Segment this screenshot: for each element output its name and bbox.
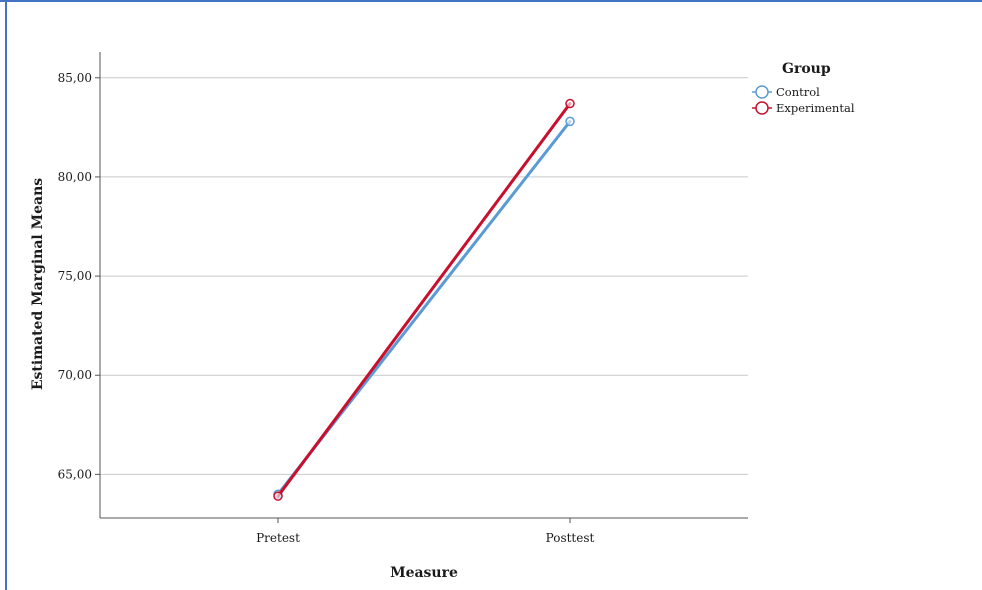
legend-label: Experimental	[776, 101, 855, 115]
data-point-experimental	[273, 491, 283, 501]
axes	[99, 52, 748, 519]
legend-marker-icon	[755, 85, 769, 99]
legend-label: Control	[776, 85, 820, 99]
x-tick-labels: Pretest Posttest	[256, 518, 595, 545]
frame-left-border	[5, 0, 7, 590]
data-point-experimental	[565, 98, 575, 109]
grid-lines	[95, 77, 748, 475]
x-tick-label: Pretest	[256, 531, 300, 545]
y-tick-label: 65,00	[58, 467, 92, 481]
data-point-control	[565, 116, 575, 127]
frame-top-border	[0, 0, 982, 2]
legend: Group Control Experimental	[752, 61, 855, 115]
legend-title: Group	[782, 61, 831, 77]
legend-marker-icon	[755, 101, 769, 115]
series-layer	[273, 98, 575, 501]
y-tick-label: 85,00	[58, 71, 92, 85]
y-tick-label: 80,00	[58, 170, 92, 184]
y-tick-label: 70,00	[58, 368, 92, 382]
y-axis-title: Estimated Marginal Means	[30, 178, 46, 390]
y-tick-labels: 65,00 70,00 75,00 80,00 85,00	[58, 71, 92, 482]
x-tick-label: Posttest	[546, 531, 595, 545]
y-tick-label: 75,00	[58, 269, 92, 283]
x-axis-title: Measure	[390, 565, 458, 581]
series-line-experimental	[276, 102, 572, 498]
